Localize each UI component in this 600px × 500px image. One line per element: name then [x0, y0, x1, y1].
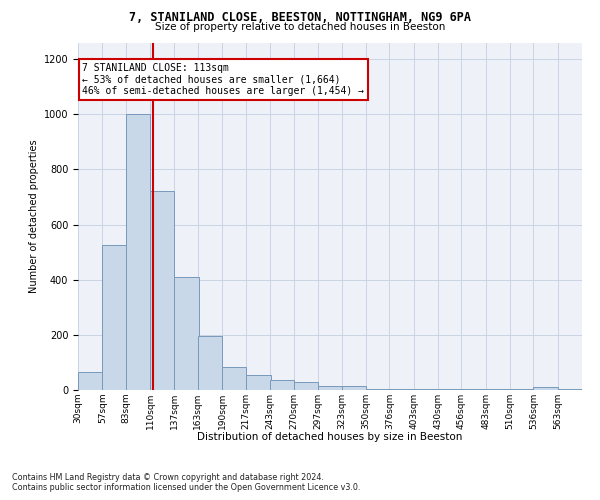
Text: Contains HM Land Registry data © Crown copyright and database right 2024.: Contains HM Land Registry data © Crown c…: [12, 472, 324, 482]
Bar: [78, 372, 102, 390]
Text: Contains public sector information licensed under the Open Government Licence v3: Contains public sector information licen…: [12, 484, 361, 492]
Bar: [486, 388, 510, 390]
Bar: [558, 388, 582, 390]
Bar: [342, 386, 366, 390]
Y-axis label: Number of detached properties: Number of detached properties: [29, 140, 40, 293]
Bar: [247, 375, 271, 390]
Text: Distribution of detached houses by size in Beeston: Distribution of detached houses by size …: [197, 432, 463, 442]
Bar: [414, 388, 438, 390]
Bar: [533, 387, 558, 390]
Bar: [270, 380, 294, 390]
Text: Size of property relative to detached houses in Beeston: Size of property relative to detached ho…: [155, 22, 445, 32]
Bar: [222, 366, 247, 390]
Bar: [389, 388, 414, 390]
Bar: [319, 386, 343, 390]
Bar: [198, 336, 222, 390]
Text: 7, STANILAND CLOSE, BEESTON, NOTTINGHAM, NG9 6PA: 7, STANILAND CLOSE, BEESTON, NOTTINGHAM,…: [129, 11, 471, 24]
Bar: [150, 192, 175, 390]
Bar: [126, 114, 150, 390]
Text: 7 STANILAND CLOSE: 113sqm
← 53% of detached houses are smaller (1,664)
46% of se: 7 STANILAND CLOSE: 113sqm ← 53% of detac…: [83, 63, 365, 96]
Bar: [366, 388, 391, 390]
Bar: [461, 388, 486, 390]
Bar: [175, 277, 199, 390]
Bar: [294, 382, 319, 390]
Bar: [103, 245, 127, 390]
Bar: [510, 388, 534, 390]
Bar: [438, 388, 463, 390]
